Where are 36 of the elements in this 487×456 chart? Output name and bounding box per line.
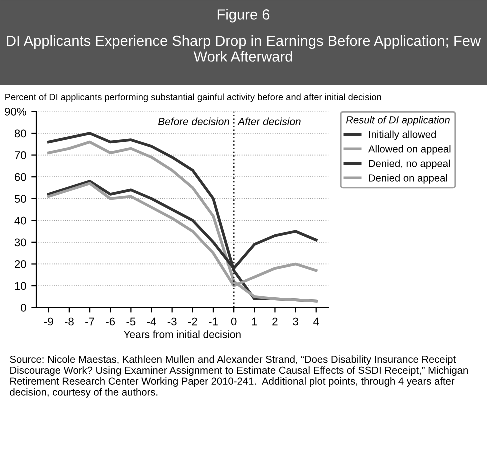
legend-title: Result of DI application [346, 116, 450, 126]
y-tick-label: 60 [15, 173, 26, 182]
y-tick-label: 10 [15, 282, 26, 290]
x-tick-label: -7 [86, 318, 94, 326]
x-tick-label: -3 [168, 318, 177, 326]
annotation: After decision [238, 118, 301, 126]
x-tick-label: -1 [209, 318, 218, 326]
x-tick-label: -2 [188, 318, 198, 326]
y-tick-label: 50 [14, 195, 26, 203]
x-tick-label: 0 [231, 318, 237, 326]
legend-label: Denied, no appeal [369, 160, 450, 170]
x-tick-label: 3 [293, 318, 298, 326]
annotation: Before decision [158, 118, 230, 126]
x-tick-label: -6 [106, 318, 116, 326]
x-tick-label: -8 [65, 318, 74, 326]
x-tick-label: -4 [147, 318, 156, 326]
legend-label: Denied on appeal [369, 174, 448, 184]
legend-label: Allowed on appeal [368, 145, 451, 155]
y-tick-label: 70 [15, 152, 26, 160]
y-tick-label: 40 [14, 216, 26, 225]
legend-label: Initially allowed [369, 130, 436, 140]
y-axis-title: Percent of DI applicants performing substantial gainful activity before and after initial decision [6, 94, 382, 102]
x-axis-title: Years from initial decision [124, 330, 241, 338]
x-tick-label: 1 [252, 318, 258, 326]
y-tick-label: 30 [14, 238, 26, 247]
y-tick-label: 20 [15, 260, 26, 268]
y-tick-label: 0 [21, 304, 26, 312]
x-tick-label: 2 [272, 318, 278, 326]
chart-subtitle: DI Applicants Experience Sharp Drop in Earnings Before Application; Few Work Afterward [7, 36, 482, 62]
x-tick-label: 4 [314, 318, 320, 326]
source-note: Source: Nicole Maestas, Kathleen Mullen and Alexander Strand, “Does Disability Insurance Receipt Discourage Work? Using Examiner Assignment to Estimate Causal Effects of SSDI Receipt,” Michigan Retirement Research Center Working Paper 2010-241. Additional plot points, through 4 years after decision, courtesy of the authors. [10, 356, 468, 398]
y-tick-label: 90% [5, 108, 26, 116]
x-tick-label: -9 [44, 318, 54, 326]
y-tick-label: 80 [14, 130, 26, 138]
chart-title: Figure 6 [218, 9, 270, 23]
x-tick-label: -5 [126, 318, 136, 326]
